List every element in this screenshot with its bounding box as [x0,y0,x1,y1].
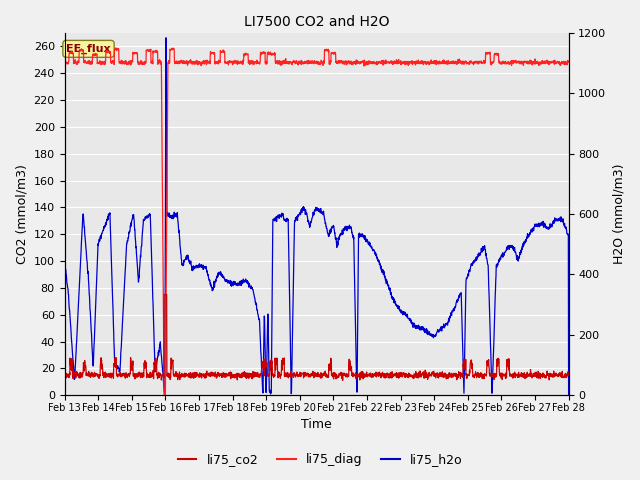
Y-axis label: CO2 (mmol/m3): CO2 (mmol/m3) [15,164,28,264]
Title: LI7500 CO2 and H2O: LI7500 CO2 and H2O [244,15,389,29]
X-axis label: Time: Time [301,419,332,432]
Text: EE_flux: EE_flux [66,44,111,54]
Legend: li75_co2, li75_diag, li75_h2o: li75_co2, li75_diag, li75_h2o [173,448,467,471]
Y-axis label: H2O (mmol/m3): H2O (mmol/m3) [612,164,625,264]
